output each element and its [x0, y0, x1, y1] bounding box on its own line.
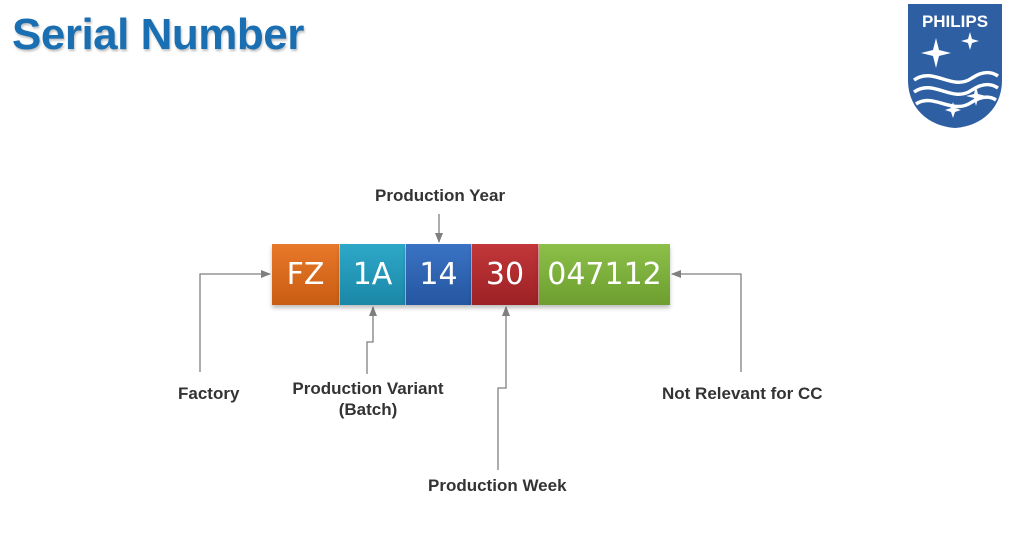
page-title: Serial Number — [12, 10, 304, 59]
segment-factory-code: FZ — [272, 244, 340, 305]
logo-wordmark: PHILIPS — [922, 12, 988, 31]
production-variant-label-line2: (Batch) — [338, 400, 398, 419]
segment-week-code: 30 — [472, 244, 539, 305]
production-week-connector — [497, 306, 510, 470]
factory-label: Factory — [178, 384, 240, 403]
segment-batch-code: 1A — [340, 244, 406, 305]
not-relevant-label: Not Relevant for CC — [662, 384, 823, 403]
production-year-label: Production Year — [375, 186, 506, 205]
production-variant-label-line1: Production Variant — [292, 379, 444, 398]
not-relevant-connector — [671, 270, 742, 372]
production-week-label: Production Week — [428, 476, 567, 495]
segment-sequence-code: 047112 — [539, 244, 670, 305]
segment-year-code: 14 — [406, 244, 472, 305]
production-variant-connector — [366, 306, 377, 374]
factory-connector — [199, 270, 271, 372]
philips-shield-logo: PHILIPS — [908, 4, 1002, 128]
serial-number-bar: FZ 1A 14 30 047112 — [272, 244, 670, 305]
production-variant-label: Production Variant (Batch) — [286, 378, 450, 420]
